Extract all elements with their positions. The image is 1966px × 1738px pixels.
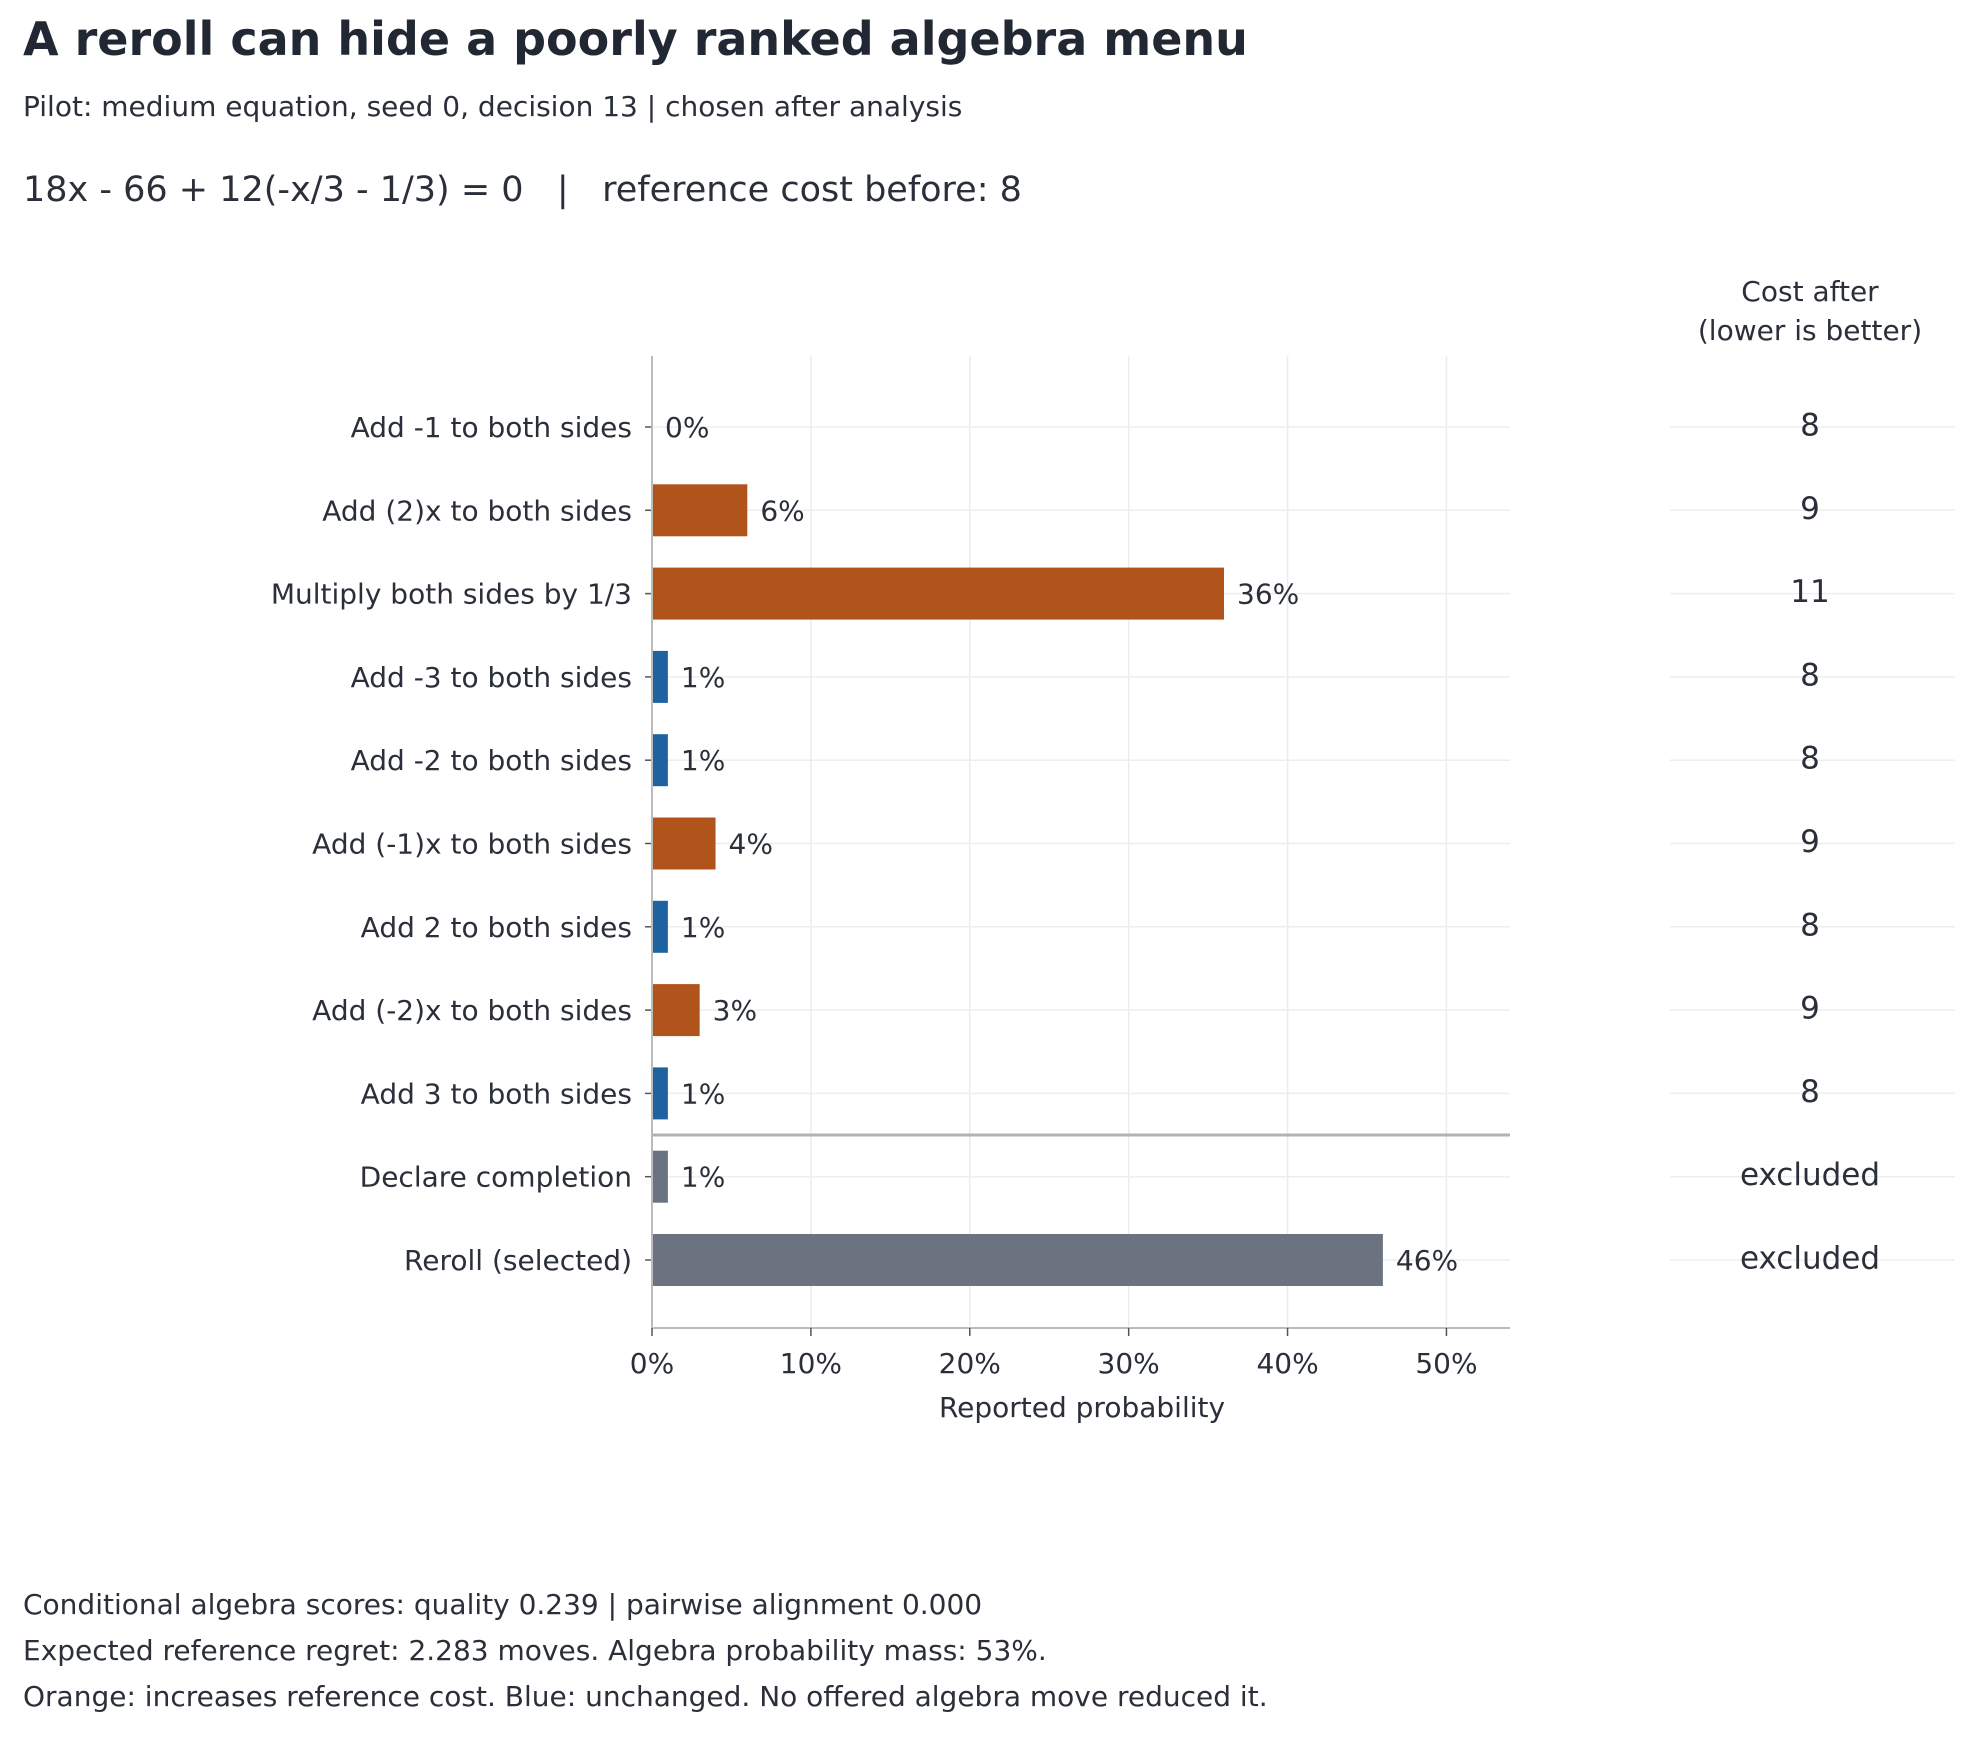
bar: [652, 650, 668, 703]
cost-value: 8: [1800, 1074, 1820, 1110]
y-tick-label: Add -2 to both sides: [351, 744, 632, 777]
bar-value-label: 1%: [681, 1161, 725, 1194]
cost-value: 9: [1800, 824, 1820, 860]
bar-value-label: 1%: [681, 661, 725, 694]
cost-value: 8: [1800, 741, 1820, 777]
bar: [652, 900, 668, 953]
labels: 0% Add -1 to both sides 6% Add (2)x to both…: [271, 411, 1478, 1424]
footer-line-2: Expected reference regret: 2.283 moves. …: [23, 1634, 1047, 1667]
chart-subtitle: Pilot: medium equation, seed 0, decision…: [23, 90, 963, 123]
cost-value: 8: [1800, 907, 1820, 943]
cost-value: 9: [1800, 491, 1820, 527]
bar: [652, 734, 668, 787]
bars: [652, 484, 1383, 1286]
bar-value-label: 6%: [760, 494, 804, 527]
bar-value-label: 1%: [681, 911, 725, 944]
x-tick-label: 20%: [939, 1347, 1001, 1380]
y-tick-label: Reroll (selected): [404, 1244, 632, 1277]
bar: [652, 1150, 668, 1203]
y-tick-label: Add 3 to both sides: [361, 1077, 632, 1110]
y-tick-label: Add -3 to both sides: [351, 661, 632, 694]
bar-value-label: 1%: [681, 744, 725, 777]
cost-value: excluded: [1740, 1241, 1880, 1277]
y-tick-label: Add (-1)x to both sides: [312, 828, 632, 861]
cost-column-header: Cost after (lower is better): [1640, 272, 1966, 350]
x-axis-label: Reported probability: [939, 1391, 1225, 1424]
cost-value: 11: [1790, 574, 1829, 610]
cost-value: 8: [1800, 408, 1820, 444]
cost-column: 8 9 11 8 8 9 8 9 8 excluded excluded: [1740, 408, 1880, 1277]
chart-title: A reroll can hide a poorly ranked algebr…: [23, 12, 1248, 66]
axes: [645, 356, 1510, 1336]
bar-value-label: 36%: [1237, 578, 1299, 611]
bar: [652, 567, 1224, 620]
y-tick-label: Add (2)x to both sides: [322, 494, 632, 527]
bar-value-label: 3%: [713, 994, 757, 1027]
x-tick-label: 10%: [780, 1347, 842, 1380]
cost-value: 8: [1800, 657, 1820, 693]
cost-value: excluded: [1740, 1157, 1880, 1193]
y-tick-label: Declare completion: [360, 1161, 632, 1194]
bar: [652, 1067, 668, 1120]
bar-value-label: 46%: [1396, 1244, 1458, 1277]
bar: [652, 484, 748, 537]
bar: [652, 984, 700, 1037]
x-tick-label: 30%: [1098, 1347, 1160, 1380]
bar-chart: 0% Add -1 to both sides 6% Add (2)x to both…: [271, 356, 1955, 1424]
footer-line-1: Conditional algebra scores: quality 0.23…: [23, 1588, 983, 1621]
bar-value-label: 4%: [729, 828, 773, 861]
bar-value-label: 1%: [681, 1077, 725, 1110]
cost-header-line2: (lower is better): [1697, 314, 1923, 347]
bar-value-label: 0%: [665, 411, 709, 444]
cost-value: 9: [1800, 991, 1820, 1027]
y-tick-label: Add (-2)x to both sides: [312, 994, 632, 1027]
x-tick-label: 40%: [1256, 1347, 1318, 1380]
y-tick-label: Add 2 to both sides: [361, 911, 632, 944]
footer-line-3: Orange: increases reference cost. Blue: …: [23, 1680, 1268, 1713]
cost-header-line1: Cost after: [1741, 275, 1879, 308]
equation-line: 18x - 66 + 12(-x/3 - 1/3) = 0 | referenc…: [23, 170, 1022, 210]
y-tick-label: Multiply both sides by 1/3: [271, 578, 632, 611]
bar: [652, 1234, 1383, 1286]
y-tick-label: Add -1 to both sides: [351, 411, 632, 444]
bar: [652, 817, 716, 870]
x-tick-label: 0%: [630, 1347, 674, 1380]
x-tick-label: 50%: [1415, 1347, 1477, 1380]
